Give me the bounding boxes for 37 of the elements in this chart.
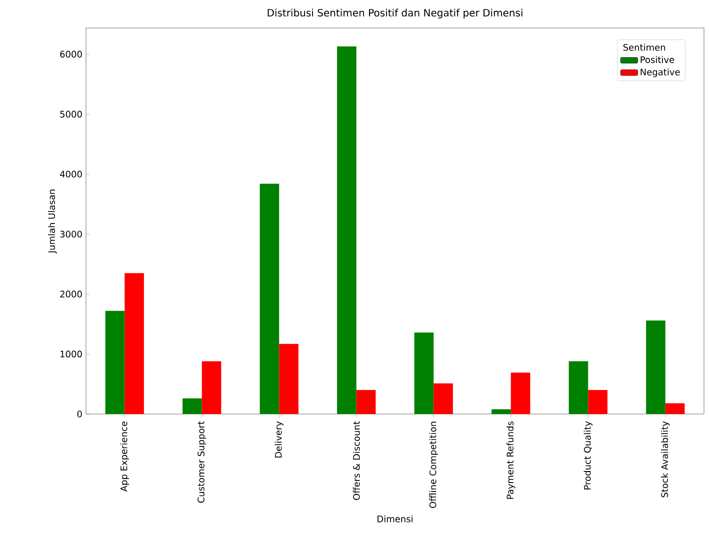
x-tick-label: Offline Competition — [429, 422, 438, 508]
bar — [182, 398, 202, 414]
x-tick-label: Offers & Discount — [352, 421, 360, 500]
bar — [588, 390, 608, 414]
bar — [665, 403, 685, 414]
x-axis-title: Dimensi — [378, 515, 412, 522]
y-tick-label: 6000 — [60, 50, 82, 58]
x-tick-label: Delivery — [274, 421, 284, 458]
x-tick-label: Payment Refunds — [506, 421, 516, 499]
bar — [568, 361, 588, 414]
x-tick-label: Product Quality — [584, 421, 592, 490]
chart-title: Distribusi Sentimen Positif dan Negatif per Dimensi — [268, 8, 522, 18]
bar — [434, 383, 453, 414]
x-tick-label: Customer Support — [198, 421, 206, 503]
y-tick-label: 2000 — [60, 290, 82, 298]
bar — [414, 332, 434, 414]
bar — [124, 273, 144, 414]
y-axis-title: Jumlah Ulasan — [48, 190, 57, 254]
legend-title: Sentimen — [623, 44, 666, 51]
y-tick-label: 3000 — [60, 230, 82, 238]
bar — [646, 320, 666, 414]
legend-label: Negative — [640, 68, 680, 78]
legend-label: Positive — [640, 56, 674, 64]
y-tick-label: 4000 — [60, 170, 82, 178]
bar — [105, 310, 125, 414]
bar — [510, 372, 530, 414]
bar — [492, 409, 511, 414]
bar — [337, 46, 356, 414]
y-tick-label: 0 — [77, 410, 82, 418]
y-tick-label: 1000 — [60, 350, 82, 358]
bar — [279, 344, 298, 414]
y-tick-label: 5000 — [60, 110, 82, 118]
bar — [260, 184, 280, 414]
bar — [356, 390, 376, 414]
x-tick-label: Stock Availability — [661, 421, 670, 498]
bar — [202, 361, 222, 414]
x-tick-label: App Experience — [120, 422, 129, 492]
